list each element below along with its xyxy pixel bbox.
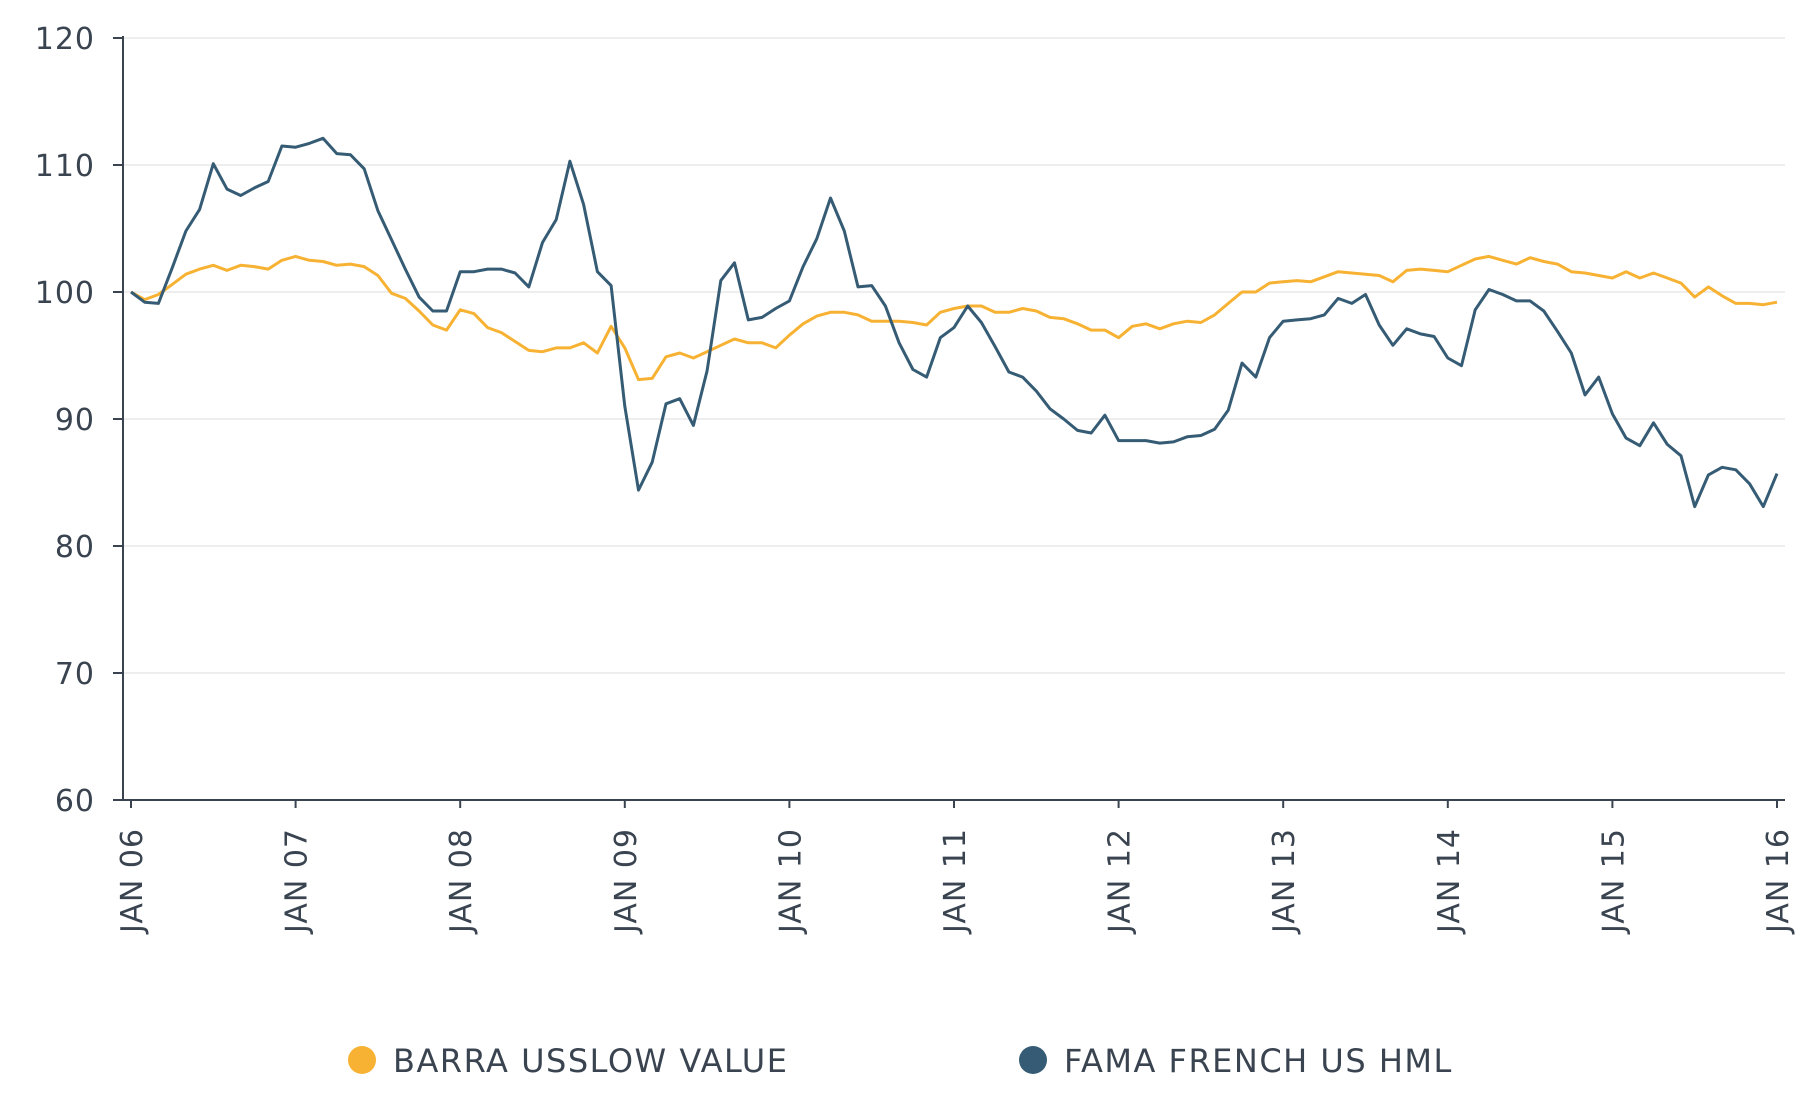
y-tick-label: 110 [35, 149, 95, 184]
legend-item-fama-french[interactable]: FAMA FRENCH US HML [1019, 1042, 1453, 1080]
x-tick-label: JAN 08 [444, 828, 479, 935]
legend-label-fama-french: FAMA FRENCH US HML [1064, 1042, 1453, 1080]
y-tick-label: 100 [35, 276, 95, 311]
series-lines [130, 136, 1779, 509]
legend-marker-barra [348, 1046, 376, 1074]
x-axis: JAN 06 JAN 07 JAN 08 JAN 09 JAN 10 JAN 11 JAN … [115, 799, 1796, 935]
y-axis: 60 70 80 90 100 110 120 [35, 22, 124, 819]
x-tick-label: JAN 16 [1761, 828, 1796, 935]
series-line-fama-french [130, 136, 1779, 509]
x-tick-label: JAN 06 [115, 828, 150, 935]
y-tick-label: 90 [55, 403, 95, 438]
x-tick-label: JAN 07 [280, 828, 315, 935]
x-tick-label: JAN 09 [609, 828, 644, 935]
y-tick-label: 120 [35, 22, 95, 57]
legend-label-barra: BARRA USSLOW VALUE [393, 1042, 788, 1080]
legend-item-barra[interactable]: BARRA USSLOW VALUE [348, 1042, 788, 1080]
x-tick-label: JAN 12 [1103, 828, 1138, 935]
x-tick-label: JAN 10 [773, 828, 808, 935]
legend-marker-fama-french [1019, 1046, 1047, 1074]
y-tick-label: 60 [55, 784, 95, 819]
x-tick-label: JAN 11 [938, 828, 973, 935]
y-tick-label: 70 [55, 657, 95, 692]
y-tick-label: 80 [55, 530, 95, 565]
x-tick-label: JAN 14 [1432, 828, 1467, 935]
x-tick-label: JAN 13 [1267, 828, 1302, 935]
series-line-barra [130, 254, 1778, 382]
x-tick-label: JAN 15 [1596, 828, 1631, 935]
gridlines [123, 37, 1785, 674]
legend: BARRA USSLOW VALUE FAMA FRENCH US HML [348, 1042, 1453, 1080]
